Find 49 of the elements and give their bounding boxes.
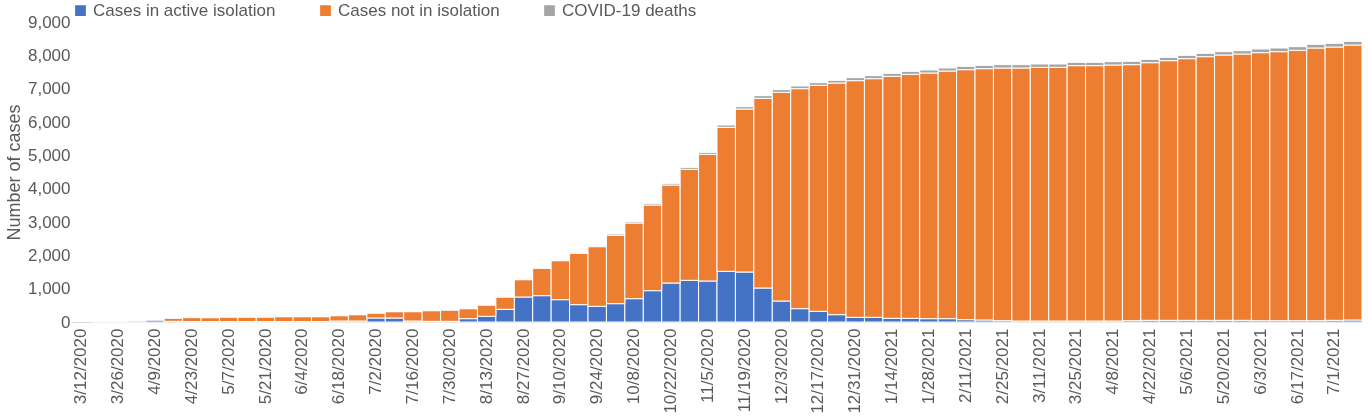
- x-tick-label: 8/27/2020: [513, 328, 533, 405]
- x-tick-label: 3/25/2021: [1066, 328, 1086, 405]
- y-tick-label: 2,000: [27, 245, 71, 265]
- x-tick-label: 3/26/2020: [108, 328, 128, 405]
- x-tick-label: 5/21/2020: [255, 328, 275, 405]
- legend-label: COVID-19 deaths: [562, 0, 697, 20]
- y-tick-label: 3,000: [27, 212, 71, 232]
- y-tick-label: 7,000: [27, 79, 71, 99]
- x-tick-label: 6/17/2021: [1287, 328, 1307, 405]
- x-tick-label: 4/8/2021: [1103, 328, 1123, 395]
- y-tick-label: 1,000: [27, 279, 71, 299]
- x-tick-label: 2/25/2021: [992, 328, 1012, 405]
- x-tick-label: 5/7/2020: [218, 328, 238, 395]
- y-tick-label: 4,000: [27, 179, 71, 199]
- x-tick-label: 12/17/2020: [808, 328, 828, 414]
- x-tick-label: 2/11/2021: [955, 328, 975, 403]
- x-tick-label: 6/3/2021: [1250, 328, 1270, 395]
- x-tick-label: 1/28/2021: [918, 328, 938, 405]
- x-tick-label: 7/30/2020: [439, 328, 459, 405]
- x-tick-label: 7/16/2020: [402, 328, 422, 405]
- x-tick-label: 11/5/2020: [697, 328, 717, 403]
- x-tick-label: 11/19/2020: [734, 328, 754, 413]
- x-tick-label: 9/10/2020: [550, 328, 570, 405]
- x-tick-label: 6/18/2020: [329, 328, 349, 405]
- y-tick-label: 6,000: [27, 112, 71, 132]
- y-tick-label: 9,000: [27, 12, 71, 32]
- x-tick-label: 3/12/2020: [71, 328, 91, 405]
- x-tick-label: 4/23/2020: [181, 328, 201, 405]
- x-tick-label: 12/31/2020: [845, 328, 865, 414]
- x-tick-label: 6/4/2020: [292, 328, 312, 395]
- x-tick-label: 4/9/2020: [144, 328, 164, 395]
- x-tick-label: 1/14/2021: [882, 328, 902, 405]
- x-tick-label: 9/24/2020: [587, 328, 607, 405]
- y-tick-label: 0: [61, 312, 71, 332]
- y-tick-label: 5,000: [27, 145, 71, 165]
- x-tick-label: 12/3/2020: [771, 328, 791, 405]
- x-tick-label: 5/6/2021: [1176, 328, 1196, 395]
- legend-label: Cases in active isolation: [93, 0, 276, 20]
- y-tick-label: 8,000: [27, 45, 71, 65]
- x-tick-label: 3/11/2021: [1029, 328, 1049, 403]
- x-tick-label: 10/22/2020: [660, 328, 680, 414]
- x-tick-label: 7/2/2020: [366, 328, 386, 395]
- y-axis-title: Number of cases: [3, 104, 24, 241]
- x-tick-label: 4/22/2021: [1140, 328, 1160, 405]
- x-tick-label: 7/1/2021: [1324, 328, 1344, 395]
- legend-label: Cases not in isolation: [338, 0, 500, 20]
- x-tick-label: 8/13/2020: [476, 328, 496, 405]
- x-tick-label: 5/20/2021: [1213, 328, 1233, 405]
- x-tick-label: 10/8/2020: [624, 328, 644, 405]
